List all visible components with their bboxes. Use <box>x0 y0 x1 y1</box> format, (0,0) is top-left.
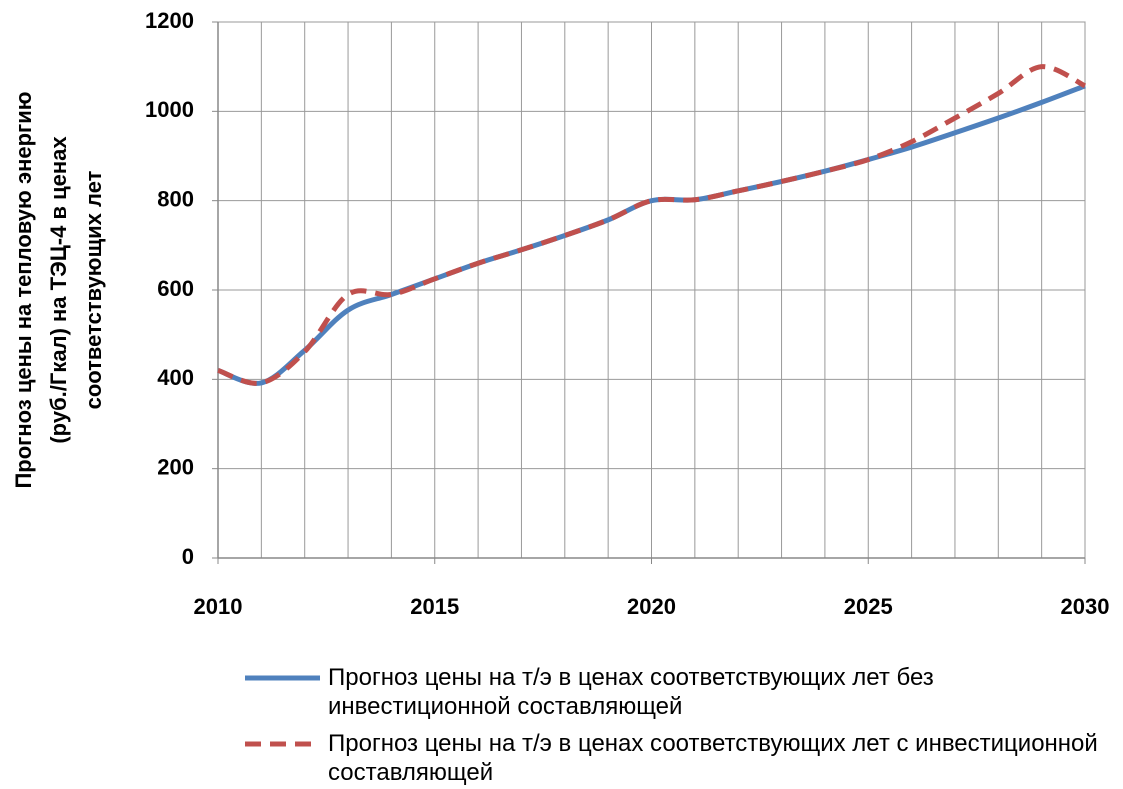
legend-swatch <box>245 729 320 758</box>
y-tick-label: 1200 <box>145 8 194 33</box>
y-tick-label: 1000 <box>145 97 194 122</box>
x-tick-label: 2015 <box>410 594 459 619</box>
legend-label: Прогноз цены на т/э в ценах соответствую… <box>328 730 1098 786</box>
legend-entry: Прогноз цены на т/э в ценах соответствую… <box>245 663 1105 721</box>
y-axis-label: (руб./Гкал) на ТЭЦ-4 в ценах <box>46 136 71 444</box>
y-tick-label: 0 <box>182 544 194 569</box>
x-tick-label: 2025 <box>844 594 893 619</box>
x-tick-label: 2030 <box>1061 594 1110 619</box>
y-tick-label: 800 <box>157 186 194 211</box>
x-tick-label: 2010 <box>194 594 243 619</box>
legend-entry: Прогноз цены на т/э в ценах соответствую… <box>245 729 1105 787</box>
legend-swatch-icon <box>245 741 320 747</box>
y-tick-label: 600 <box>157 276 194 301</box>
series-line <box>217 83 1086 386</box>
legend-label: Прогноз цены на т/э в ценах соответствую… <box>328 664 934 720</box>
y-axis-label: Прогноз цены на тепловую энергию <box>11 91 36 488</box>
legend-swatch <box>245 663 320 692</box>
x-tick-label: 2020 <box>627 594 676 619</box>
chart: 0 200 400 600 800 1000 1200 2010 2015 2020 2025 203… <box>11 8 1110 619</box>
y-tick-label: 200 <box>157 454 194 479</box>
series-line <box>217 64 1087 386</box>
legend-swatch-icon <box>245 675 320 681</box>
y-axis-label: соответствующих лет <box>81 170 106 409</box>
y-tick-label: 400 <box>157 365 194 390</box>
